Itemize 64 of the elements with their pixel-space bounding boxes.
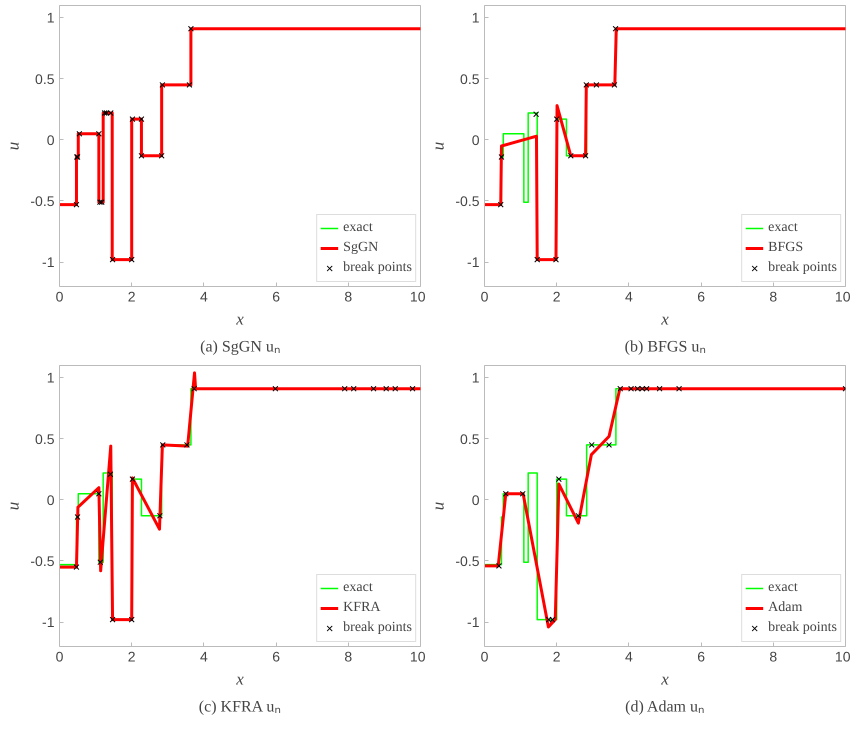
- x-tick-label: 8: [769, 648, 778, 664]
- y-tick-label: 0: [46, 132, 55, 148]
- y-tick-label: 0.5: [35, 430, 55, 447]
- y-tick-label: -1: [467, 614, 480, 630]
- x-tick-label: 2: [128, 288, 136, 304]
- text: (d) Adam uₙ: [625, 698, 704, 716]
- x-tick-label: 6: [272, 288, 280, 304]
- x-axis-title: x: [660, 310, 670, 328]
- y-axis-title: u: [428, 142, 448, 150]
- x-tick-label: 4: [200, 288, 208, 304]
- x-tick-label: 10: [834, 648, 851, 664]
- x-axis-title: x: [235, 670, 244, 688]
- x-tick-label: 8: [344, 288, 352, 304]
- y-tick-label: -0.5: [455, 552, 480, 569]
- y-tick-label: -0.5: [30, 192, 55, 209]
- x-tick-label: 2: [128, 648, 136, 664]
- text: (c) KFRA uₙ: [198, 698, 280, 716]
- x-tick-label: 10: [410, 288, 426, 304]
- legend-label: exact: [768, 220, 798, 236]
- y-tick-label: -0.5: [30, 552, 55, 569]
- x-axis-title: x: [235, 310, 244, 328]
- x-tick-label: 6: [697, 648, 706, 664]
- y-tick-label: 1: [46, 370, 55, 386]
- x-tick-label: 8: [344, 648, 352, 664]
- y-axis-title: u: [428, 502, 448, 510]
- legend-label: KFRA: [343, 600, 381, 616]
- y-tick-label: 0.5: [35, 70, 55, 87]
- y-tick-label: 0: [46, 492, 55, 508]
- y-tick-label: -1: [467, 254, 480, 270]
- y-tick-label: -0.5: [455, 192, 480, 209]
- y-tick-label: 0.5: [460, 70, 480, 87]
- y-tick-label: 1: [46, 10, 55, 26]
- x-tick-label: 2: [552, 648, 561, 664]
- x-tick-label: 8: [769, 288, 778, 304]
- legend-label: BFGS: [768, 240, 804, 256]
- legend-label: Adam: [768, 600, 802, 616]
- legend-label: exact: [343, 220, 373, 236]
- x-tick-label: 4: [200, 648, 208, 664]
- text: (a) SgGN uₙ: [200, 338, 280, 356]
- legend-label: break points: [768, 260, 837, 276]
- y-axis-title: u: [3, 502, 22, 510]
- legend-label: SgGN: [343, 240, 378, 256]
- y-tick-label: 0: [472, 132, 480, 148]
- x-axis-title: x: [660, 670, 670, 688]
- y-tick-label: 0: [472, 492, 480, 508]
- legend-label: break points: [343, 260, 412, 276]
- y-tick-label: -1: [42, 614, 55, 630]
- x-tick-label: 10: [834, 288, 851, 304]
- x-tick-label: 4: [625, 288, 634, 304]
- legend-label: break points: [343, 620, 412, 636]
- text: (b) BFGS uₙ: [624, 338, 706, 356]
- y-tick-label: -1: [42, 254, 55, 270]
- legend-label: exact: [343, 580, 373, 596]
- y-tick-label: 1: [472, 370, 480, 386]
- y-axis-title: u: [3, 142, 22, 150]
- legend-label: break points: [768, 620, 837, 636]
- x-tick-label: 2: [552, 288, 561, 304]
- x-tick-label: 10: [410, 648, 426, 664]
- x-tick-label: 6: [697, 288, 706, 304]
- y-tick-label: 1: [472, 10, 480, 26]
- legend-label: exact: [768, 580, 798, 596]
- y-tick-label: 0.5: [460, 430, 480, 447]
- x-tick-label: 6: [272, 648, 280, 664]
- x-tick-label: 4: [625, 648, 634, 664]
